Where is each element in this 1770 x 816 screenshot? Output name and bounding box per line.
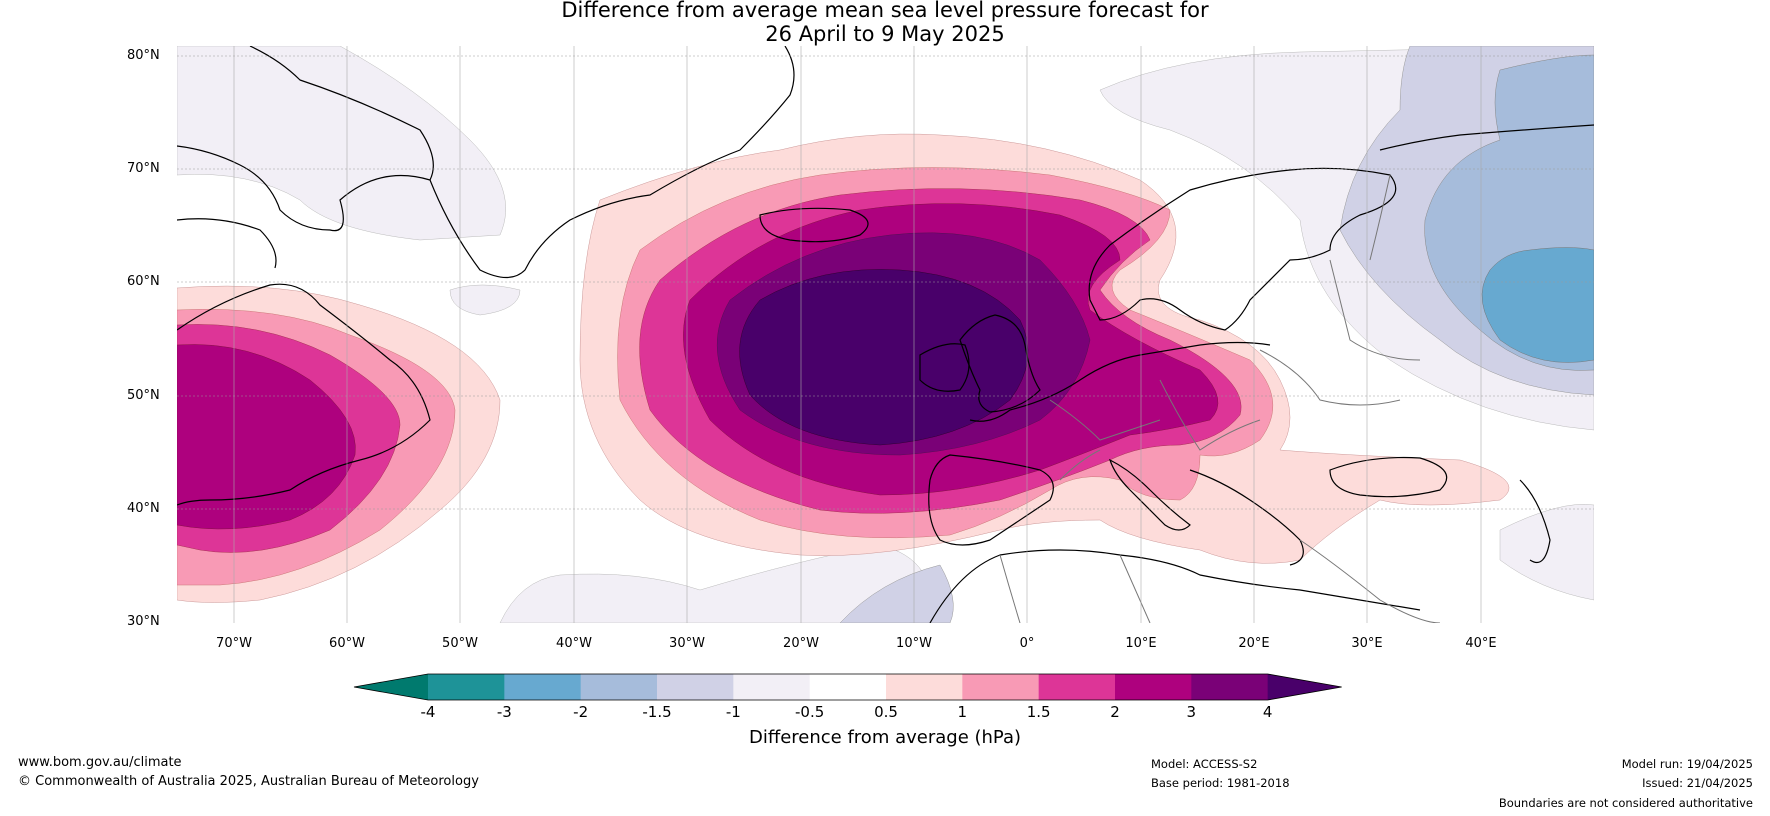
- coastline-iceland: [759, 207, 869, 243]
- model-text: Model: ACCESS-S2: [1151, 757, 1258, 771]
- map-title: Difference from average mean sea level p…: [0, 0, 1770, 46]
- coastline-britain: [959, 314, 1041, 413]
- base-period-text: Base period: 1981-2018: [1151, 776, 1290, 790]
- copyright-text: © Commonwealth of Australia 2025, Austra…: [18, 774, 479, 789]
- colorbar-tick-label: -1: [725, 703, 741, 721]
- border-9: [999, 554, 1021, 623]
- anomaly-neg-2-northeast: [1481, 247, 1594, 363]
- lat-label-70n: 70°N: [127, 161, 160, 176]
- anomaly-neg-0.5-south: [499, 544, 932, 623]
- colorbar-title: Difference from average (hPa): [748, 727, 1022, 748]
- anomaly-neg-1-south: [839, 564, 954, 623]
- lat-gridlines: [177, 55, 1594, 510]
- coastline-greenland: [177, 46, 795, 279]
- coastline-western-europe: [969, 341, 1271, 422]
- coastline-labrador: [177, 283, 431, 506]
- border-4: [1329, 259, 1421, 361]
- colorbar-tick-label: -3: [496, 703, 512, 721]
- colorbar-tick-label: 0.5: [874, 703, 898, 721]
- lon-label-70w: 70°W: [216, 636, 252, 651]
- colorbar-tick-label: 3: [1186, 703, 1197, 721]
- coastline-ireland: [919, 343, 970, 392]
- colorbar-segment: [809, 674, 887, 700]
- lat-label-80n: 80°N: [127, 48, 160, 63]
- lon-label-0: 0°: [1019, 636, 1035, 651]
- colorbar-tick-label: 1.5: [1026, 703, 1051, 721]
- anomaly-pos-4-main: [739, 269, 1029, 446]
- lat-label-50n: 50°N: [127, 388, 160, 403]
- colorbar-extend-low: [354, 674, 428, 700]
- colorbar-outline: [353, 673, 1342, 701]
- colorbar-tick-label: -4: [420, 703, 436, 721]
- country-borders: [999, 174, 1441, 623]
- lon-label-30e: 30°E: [1351, 636, 1383, 651]
- title-line-1: Difference from average mean sea level p…: [561, 0, 1209, 22]
- disclaimer-text: Boundaries are not considered authoritat…: [1498, 796, 1753, 810]
- coastline-scandinavia: [1088, 167, 1397, 331]
- issued-text: Issued: 21/04/2025: [1642, 776, 1753, 790]
- colorbar-extend-high: [1267, 674, 1342, 700]
- coastlines: [177, 46, 1594, 623]
- coastline-russia-north: [1379, 124, 1594, 151]
- lon-label-30w: 30°W: [669, 636, 705, 651]
- coastline-italy: [1108, 458, 1191, 531]
- colorbar-tick-label: 2: [1110, 703, 1120, 721]
- lon-label-20w: 20°W: [783, 636, 819, 651]
- colorbar-segment: [1038, 674, 1116, 700]
- lon-label-10e: 10°E: [1125, 636, 1157, 651]
- coastline-greenland-west: [249, 46, 434, 181]
- colorbar-tick-label: 4: [1262, 703, 1273, 721]
- lon-label-20e: 20°E: [1238, 636, 1270, 651]
- lon-label-40w: 40°W: [556, 636, 592, 651]
- lat-label-40n: 40°N: [127, 501, 160, 516]
- border-6: [1299, 539, 1441, 623]
- colorbar-segment: [1191, 674, 1269, 700]
- map-panel: [177, 46, 1594, 623]
- colorbar-segment: [1115, 674, 1192, 700]
- border-3: [1259, 349, 1401, 406]
- anomaly-pos-2-west: [177, 344, 356, 530]
- colorbar-segment: [733, 674, 811, 700]
- lon-gridlines: [233, 46, 1482, 623]
- model-run-text: Model run: 19/04/2025: [1621, 757, 1753, 771]
- colorbar-segment: [580, 674, 658, 700]
- colorbar-tick-label: -2: [573, 703, 589, 721]
- lat-label-30n: 30°N: [127, 614, 160, 629]
- website-link[interactable]: www.bom.gov.au/climate: [18, 755, 182, 770]
- border-8: [1119, 554, 1151, 623]
- lon-label-10w: 10°W: [896, 636, 932, 651]
- colorbar-tick-label: -0.5: [795, 703, 825, 721]
- anomaly-neg-0.5-small: [449, 284, 521, 316]
- colorbar-segment: [428, 674, 505, 700]
- border-5: [1369, 174, 1391, 261]
- border-2: [1159, 379, 1261, 451]
- lon-label-50w: 50°W: [442, 636, 478, 651]
- colorbar-segment: [504, 674, 582, 700]
- title-line-2: 26 April to 9 May 2025: [765, 22, 1005, 46]
- colorbar-segment: [886, 674, 963, 700]
- coastline-black-sea: [1329, 456, 1448, 498]
- coastline-north-africa: [929, 549, 1421, 623]
- colorbar: [353, 673, 1342, 701]
- coastline-iberia: [928, 454, 1054, 546]
- colorbar-tick-label: -1.5: [642, 703, 672, 721]
- coastline-caspian: [1519, 479, 1551, 564]
- lon-label-60w: 60°W: [329, 636, 365, 651]
- lon-label-40e: 40°E: [1465, 636, 1497, 651]
- coastline-balkans: [1189, 469, 1304, 566]
- lat-label-60n: 60°N: [127, 274, 160, 289]
- coastline-baffin: [177, 218, 277, 269]
- colorbar-segment: [962, 674, 1040, 700]
- border-7: [1059, 449, 1101, 481]
- colorbar-tick-label: 1: [957, 703, 968, 721]
- colorbar-segment: [657, 674, 734, 700]
